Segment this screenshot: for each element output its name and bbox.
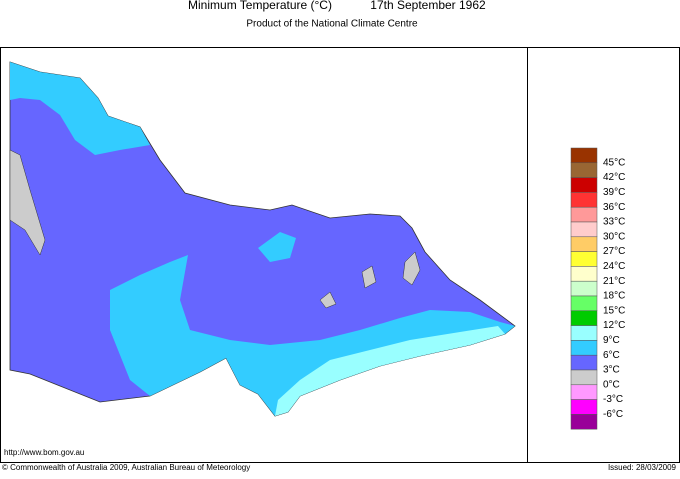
legend-label: 6°C <box>603 350 620 361</box>
legend-swatch <box>570 295 598 312</box>
url: http://www.bom.gov.au <box>4 448 84 457</box>
legend-label: 27°C <box>603 246 625 257</box>
copyright: © Commonwealth of Australia 2009, Austra… <box>2 463 250 472</box>
zone-0c-east <box>402 251 421 286</box>
legend-label: 12°C <box>603 320 625 331</box>
legend-swatch <box>570 206 598 223</box>
legend-label: 9°C <box>603 335 620 346</box>
legend-label: 24°C <box>603 261 625 272</box>
legend-swatch <box>570 399 598 415</box>
legend-swatch <box>570 192 598 208</box>
zone-0c-alpine <box>361 265 377 289</box>
legend-swatch <box>570 384 598 400</box>
subtitle: Product of the National Climate Centre <box>246 19 418 30</box>
legend-swatch <box>570 354 598 371</box>
legend-label: -3°C <box>603 394 623 405</box>
legend-swatch <box>570 147 598 164</box>
legend-label: -6°C <box>603 409 623 420</box>
zone-12c <box>275 326 505 416</box>
legend-swatch <box>570 369 598 386</box>
zone-9c-central <box>258 232 296 262</box>
legend-label: 36°C <box>603 202 625 213</box>
zone-0c-west <box>9 149 46 256</box>
legend-swatch <box>570 177 598 193</box>
legend-swatch <box>570 251 598 267</box>
legend-label: 33°C <box>603 217 625 228</box>
legend-swatch <box>570 162 598 178</box>
zone-9c-north <box>10 62 150 155</box>
legend-swatch <box>570 236 598 252</box>
legend-label: 45°C <box>603 157 625 168</box>
legend-label: 39°C <box>603 187 625 198</box>
legend-label: 42°C <box>603 172 625 183</box>
legend-label: 0°C <box>603 379 620 390</box>
title: Minimum Temperature (°C) <box>188 0 332 12</box>
legend-swatch <box>570 325 598 341</box>
legend-label: 3°C <box>603 365 620 376</box>
legend-label: 30°C <box>603 231 625 242</box>
legend-label: 18°C <box>603 291 625 302</box>
legend-swatch <box>570 221 598 238</box>
legend-label: 15°C <box>603 305 625 316</box>
date: 17th September 1962 <box>370 0 486 12</box>
map <box>9 61 516 417</box>
legend-swatch <box>570 414 598 430</box>
zone-0c-south <box>319 291 337 309</box>
legend: 45°C 42°C 39°C 36°C 33°C 30°C 27°C 24°C 21°C 18°C… <box>570 147 625 430</box>
legend-swatch <box>570 340 598 356</box>
issued: Issued: 28/03/2009 <box>608 463 677 472</box>
legend-swatch <box>570 280 598 297</box>
legend-swatch <box>570 266 598 282</box>
legend-swatch <box>570 310 598 326</box>
legend-label: 21°C <box>603 276 625 287</box>
